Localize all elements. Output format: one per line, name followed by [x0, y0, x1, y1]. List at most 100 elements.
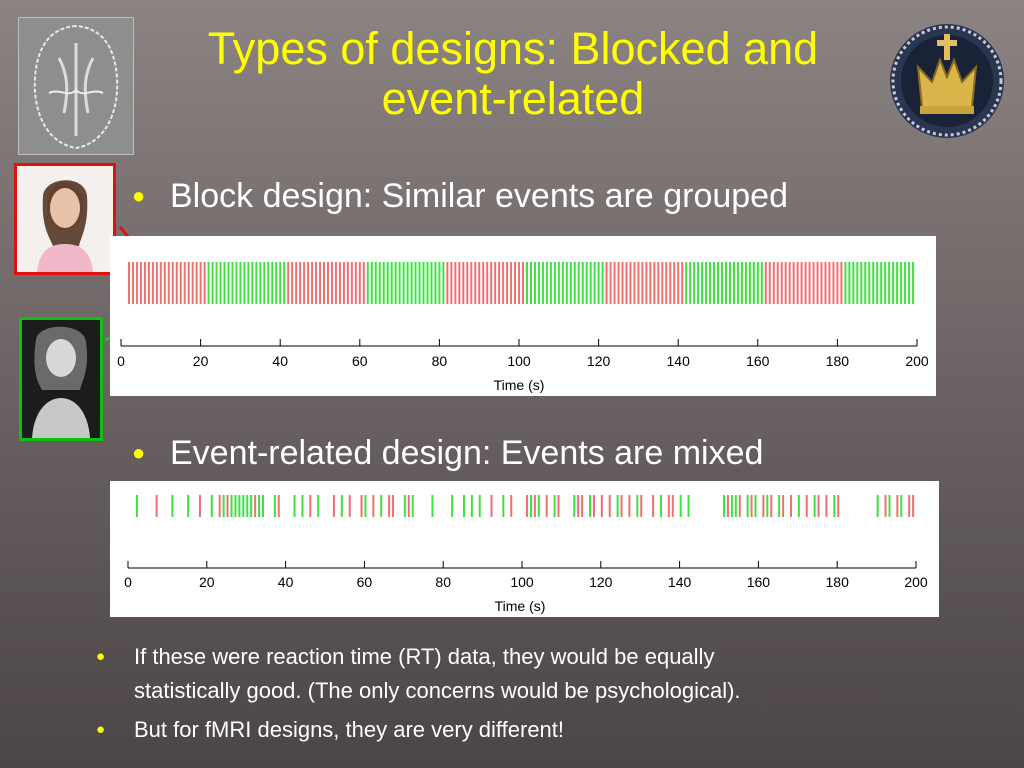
event-mark-red — [780, 262, 783, 304]
event-mark-green — [238, 495, 241, 517]
event-mark-red — [143, 262, 146, 304]
event-mark-green — [864, 262, 867, 304]
event-mark-red — [884, 495, 887, 517]
event-mark-green — [418, 262, 421, 304]
event-mark-green — [744, 262, 747, 304]
event-mark-red — [784, 262, 787, 304]
x-tick-label: 200 — [905, 353, 929, 369]
event-mark-red — [792, 262, 795, 304]
event-mark-green — [601, 262, 604, 304]
event-mark-red — [127, 262, 130, 304]
event-mark-red — [348, 495, 351, 517]
event-mark-green — [251, 262, 254, 304]
event-mark-green — [273, 495, 276, 517]
title-line-2: event-related — [381, 73, 645, 124]
event-mark-red — [836, 262, 839, 304]
event-mark-red — [183, 262, 186, 304]
event-mark-green — [833, 495, 836, 517]
event-mark-red — [309, 495, 312, 517]
x-tick-label: 60 — [352, 353, 368, 369]
event-mark-red — [625, 262, 628, 304]
event-mark-green — [394, 262, 397, 304]
event-mark-green — [760, 262, 763, 304]
event-mark-red — [474, 262, 477, 304]
bullet-text: Event-related design: Events are mixed — [170, 434, 764, 472]
event-mark-green — [746, 495, 749, 517]
event-mark-green — [422, 262, 425, 304]
event-mark-green — [235, 262, 238, 304]
event-mark-red — [808, 262, 811, 304]
event-mark-green — [406, 262, 409, 304]
event-mark-red — [319, 262, 322, 304]
event-mark-green — [553, 495, 556, 517]
event-mark-green — [813, 495, 816, 517]
event-mark-red — [526, 495, 528, 517]
event-mark-red — [198, 495, 201, 517]
event-mark-green — [215, 262, 218, 304]
event-mark-red — [494, 262, 497, 304]
event-mark-red — [131, 262, 134, 304]
event-mark-green — [766, 495, 769, 517]
event-mark-green — [748, 262, 751, 304]
event-mark-red — [657, 262, 660, 304]
event-mark-red — [677, 262, 680, 304]
event-mark-green — [239, 262, 242, 304]
event-mark-red — [825, 495, 828, 517]
event-mark-red — [147, 262, 150, 304]
event-mark-red — [649, 262, 652, 304]
event-mark-green — [541, 262, 544, 304]
event-mark-green — [227, 262, 230, 304]
x-tick-label: 180 — [826, 574, 850, 590]
event-mark-green — [888, 495, 891, 517]
x-tick-label: 140 — [668, 574, 692, 590]
event-mark-green — [255, 262, 258, 304]
event-mark-green — [569, 262, 572, 304]
event-mark-green — [426, 262, 429, 304]
event-mark-green — [187, 495, 190, 517]
x-axis-label: Time (s) — [494, 377, 545, 393]
event-mark-red — [155, 495, 158, 517]
event-mark-red — [812, 262, 815, 304]
event-mark-red — [171, 262, 174, 304]
event-mark-red — [498, 262, 501, 304]
event-mark-red — [545, 495, 548, 517]
event-mark-green — [860, 262, 863, 304]
event-mark-green — [723, 495, 725, 517]
event-mark-red — [167, 262, 170, 304]
x-tick-label: 160 — [747, 574, 771, 590]
event-related-svg: 0 20 40 60 80 100 120 140 160 180 200 Time (s) — [124, 495, 928, 614]
event-mark-green — [451, 495, 454, 517]
event-mark-green — [211, 262, 214, 304]
event-mark-green — [402, 262, 405, 304]
bullet-text: If these were reaction time (RT) data, t… — [134, 640, 741, 708]
x-tick-label: 140 — [667, 353, 691, 369]
event-mark-red — [788, 262, 791, 304]
x-tick-label: 100 — [510, 574, 534, 590]
event-mark-red — [805, 495, 808, 517]
event-mark-green — [589, 262, 592, 304]
event-mark-green — [258, 495, 261, 517]
event-mark-red — [407, 495, 410, 517]
bullet-dot: ● — [96, 648, 106, 665]
event-mark-red — [800, 262, 803, 304]
event-mark-red — [388, 495, 391, 517]
event-mark-red — [620, 495, 623, 517]
event-mark-red — [581, 495, 584, 517]
event-mark-green — [713, 262, 716, 304]
event-mark-green — [529, 262, 532, 304]
event-mark-green — [573, 262, 576, 304]
event-mark-green — [900, 495, 903, 517]
event-mark-red — [673, 262, 676, 304]
event-mark-red — [307, 262, 310, 304]
event-mark-red — [653, 262, 656, 304]
event-mark-red — [458, 262, 461, 304]
bullet-dot: ● — [132, 183, 146, 208]
x-tick-label: 80 — [432, 353, 448, 369]
bullet-text-line-1: If these were reaction time (RT) data, t… — [134, 644, 715, 669]
event-mark-green — [462, 495, 465, 517]
event-mark-green — [529, 495, 532, 517]
event-mark-red — [323, 262, 326, 304]
event-mark-green — [797, 495, 800, 517]
event-mark-green — [470, 495, 473, 517]
event-mark-red — [605, 262, 608, 304]
